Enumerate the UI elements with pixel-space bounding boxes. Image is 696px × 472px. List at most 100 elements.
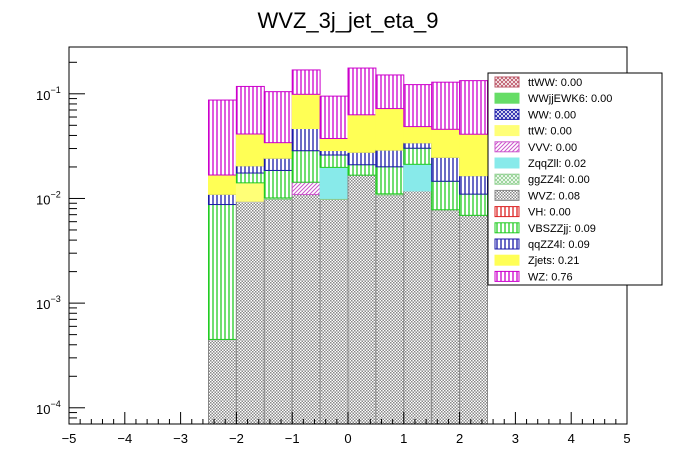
y-tick-label: 10−3 (36, 294, 61, 312)
x-tick-label: 5 (623, 431, 630, 446)
legend-swatch (494, 108, 520, 120)
legend-swatch (494, 270, 520, 282)
bar-wz-bin-6 (375, 74, 405, 110)
legend: ttWW: 0.00 WWjjEWK6: 0.00 WW: 0.00 ttW: 0.0… (487, 72, 663, 286)
bar-wz-bin-7 (403, 84, 433, 128)
legend-label: ZqqZll: 0.02 (528, 158, 586, 170)
legend-label: WVZ: 0.08 (528, 190, 580, 202)
bar-zjets-bin-0 (208, 174, 237, 195)
bar-wz-bin-8 (431, 81, 461, 130)
legend-swatch (494, 76, 520, 88)
x-tick-label: 2 (456, 431, 463, 446)
bar-zqqzll-bin-7 (403, 163, 433, 192)
x-tick-label: 0 (344, 431, 351, 446)
y-axis: 10−1 10−2 10−3 10−4 (36, 61, 85, 425)
legend-label: ttWW: 0.00 (528, 77, 582, 89)
legend-swatch (494, 254, 520, 266)
x-tick-label: 3 (512, 431, 519, 446)
bar-wvz-bin-7 (403, 190, 433, 425)
bar-vbszzjj-bin-1 (235, 172, 265, 184)
bar-wvz-bin-6 (375, 194, 405, 425)
y-tick-label: 10−4 (36, 399, 61, 417)
legend-label: VVV: 0.00 (528, 142, 577, 154)
bar-wz-bin-3 (291, 69, 321, 95)
bar-qqzz4l-bin-9 (459, 175, 489, 195)
bar-zjets-bin-1 (235, 133, 265, 167)
legend-swatch (494, 206, 520, 218)
bar-qqzz4l-bin-6 (375, 149, 405, 168)
bar-wvz-bin-2 (263, 198, 293, 425)
bar-wz-bin-2 (263, 91, 293, 144)
bar-zjets-bin-3 (291, 93, 321, 130)
legend-swatch (494, 222, 520, 234)
x-tick-label: −4 (117, 431, 132, 446)
bar-zjets-bin-9 (459, 133, 489, 177)
legend-swatch (494, 141, 520, 153)
bar-vbszzjj-bin-8 (431, 180, 461, 211)
legend-swatch (494, 92, 520, 104)
bar-qqzz4l-bin-4 (319, 150, 349, 156)
bar-wvz-bin-0 (208, 338, 237, 425)
bar-wvz-bin-1 (235, 200, 265, 425)
bar-wz-bin-1 (235, 85, 265, 135)
bar-zjets-bin-2 (263, 142, 293, 159)
x-tick-label: −5 (62, 431, 77, 446)
bar-vbszzjj-bin-2 (263, 169, 293, 199)
bar-vbszzjj-bin-6 (375, 166, 405, 195)
legend-swatch (494, 125, 520, 137)
x-tick-label: −1 (285, 431, 300, 446)
bar-ttw-bin-1 (235, 182, 265, 202)
bar-vbszzjj-bin-0 (208, 204, 237, 340)
legend-label: ttW: 0.00 (528, 126, 572, 138)
bar-zqqzll-bin-4 (319, 166, 349, 199)
bar-vbszzjj-bin-3 (291, 150, 321, 183)
bar-wvz-bin-4 (319, 198, 349, 425)
legend-swatch (494, 157, 520, 169)
chart-title: WVZ_3j_jet_eta_9 (258, 8, 439, 33)
legend-label: Zjets: 0.21 (528, 255, 579, 267)
x-tick-label: −2 (229, 431, 244, 446)
y-tick-label: 10−2 (36, 189, 61, 207)
legend-label: qqZZ4l: 0.09 (528, 239, 590, 251)
legend-label: WWjjEWK6: 0.00 (528, 93, 612, 105)
bar-wz-bin-4 (319, 95, 349, 139)
bar-wz-bin-5 (347, 67, 377, 116)
bar-qqzz4l-bin-8 (431, 156, 461, 182)
legend-label: VBSZZjj: 0.09 (528, 223, 596, 235)
bar-zjets-bin-7 (403, 126, 433, 144)
bar-zjets-bin-5 (347, 114, 377, 153)
bar-wvz-bin-8 (431, 209, 461, 425)
x-tick-label: 4 (568, 431, 575, 446)
legend-label: WZ: 0.76 (528, 271, 573, 283)
bar-zjets-bin-4 (319, 137, 349, 152)
x-tick-label: 1 (400, 431, 407, 446)
legend-swatch (494, 189, 520, 201)
bar-qqzz4l-bin-5 (347, 151, 377, 166)
legend-label: WW: 0.00 (528, 109, 576, 121)
legend-swatch (494, 238, 520, 250)
bar-wz-bin-9 (459, 80, 489, 135)
bar-wvz-bin-5 (347, 174, 377, 425)
bar-vbszzjj-bin-5 (347, 164, 377, 176)
bar-vbszzjj-bin-9 (459, 193, 489, 216)
bar-vvv-bin-3 (291, 181, 321, 196)
bar-wvz-bin-9 (459, 214, 489, 425)
bar-wz-bin-0 (208, 99, 237, 176)
bar-zjets-bin-6 (375, 108, 405, 151)
bar-qqzz4l-bin-7 (403, 142, 433, 149)
histogram-stacks (208, 67, 489, 425)
x-tick-label: −3 (173, 431, 188, 446)
bar-zjets-bin-8 (431, 128, 461, 158)
legend-swatch (494, 173, 520, 185)
x-axis: −5 −4 −3 −2 −1 0 1 2 3 4 5 (62, 412, 631, 446)
bar-vbszzjj-bin-7 (403, 147, 433, 165)
legend-label: VH: 0.00 (528, 207, 571, 219)
bar-vbszzjj-bin-4 (319, 154, 349, 168)
bar-qqzz4l-bin-3 (291, 128, 321, 152)
bar-qqzz4l-bin-1 (235, 165, 265, 174)
legend-label: ggZZ4l: 0.00 (528, 174, 590, 186)
bar-wvz-bin-3 (291, 194, 321, 425)
bar-qqzz4l-bin-2 (263, 157, 293, 171)
